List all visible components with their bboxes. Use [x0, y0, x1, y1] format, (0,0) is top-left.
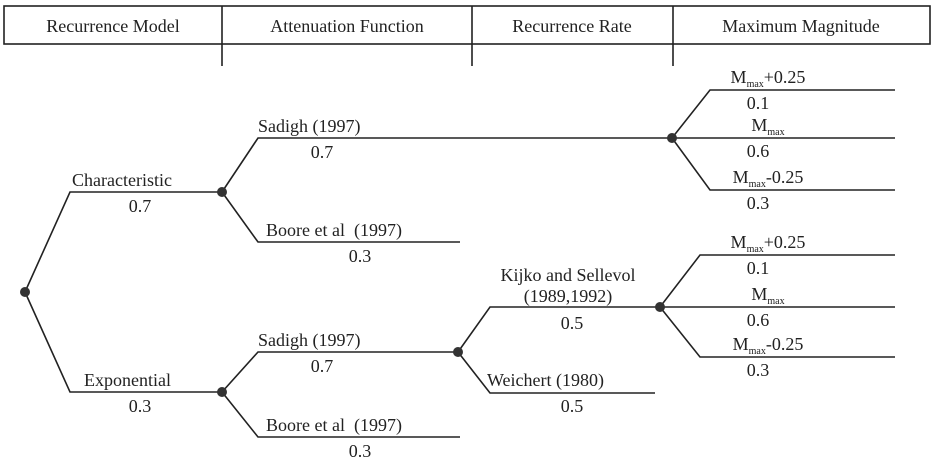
branch — [221, 191, 460, 243]
branch-label: Sadigh (1997) — [258, 116, 361, 137]
nodes — [20, 133, 677, 397]
magnitude-suffix: +0.25 — [764, 232, 806, 252]
branch-weight: 0.1 — [747, 258, 770, 278]
branch — [221, 351, 458, 393]
node — [667, 133, 677, 143]
magnitude-label: Mmax+0.25 — [731, 67, 806, 90]
branch-weight: 0.1 — [747, 93, 770, 113]
node — [217, 187, 227, 197]
branch — [671, 89, 895, 139]
branch-label: Kijko and Sellevol — [501, 265, 636, 285]
branch-label: (1989,1992) — [524, 286, 613, 307]
magnitude-label: Mmax-0.25 — [733, 334, 804, 357]
node — [217, 387, 227, 397]
branch-label: Characteristic — [72, 170, 172, 190]
branch-label: Boore et al (1997) — [266, 220, 402, 241]
branch-weight: 0.7 — [311, 142, 334, 162]
branch — [221, 391, 460, 438]
magnitude-labels: Mmax+0.250.1Mmax0.6Mmax-0.250.3Mmax+0.25… — [731, 67, 806, 380]
node — [20, 287, 30, 297]
magnitude-subscript: max — [747, 79, 764, 90]
magnitude-subscript: max — [749, 346, 766, 357]
branch-weight: 0.3 — [349, 441, 372, 461]
header-cell: Attenuation Function — [270, 16, 423, 36]
magnitude-symbol: M — [733, 334, 749, 354]
branch — [659, 306, 895, 358]
branch-label: Sadigh (1997) — [258, 330, 361, 351]
magnitude-subscript: max — [767, 127, 784, 138]
magnitude-symbol: M — [733, 167, 749, 187]
branch-weight: 0.6 — [747, 141, 770, 161]
branch-weight: 0.5 — [561, 396, 584, 416]
branch-weight: 0.3 — [747, 193, 770, 213]
header-cell: Maximum Magnitude — [722, 16, 879, 36]
branch-weight: 0.5 — [561, 313, 584, 333]
magnitude-subscript: max — [747, 244, 764, 255]
branch-label: Weichert (1980) — [487, 370, 604, 391]
header: Recurrence Model Attenuation Function Re… — [3, 5, 931, 66]
magnitude-suffix: -0.25 — [766, 167, 804, 187]
magnitude-symbol: M — [751, 115, 767, 135]
node — [655, 302, 665, 312]
header-cell: Recurrence Model — [46, 16, 179, 36]
branch-label: Exponential — [84, 370, 171, 390]
branch-weight: 0.7 — [311, 356, 334, 376]
branch-label: Boore et al (1997) — [266, 415, 402, 436]
magnitude-label: Mmax — [751, 115, 784, 138]
header-cell: Recurrence Rate — [512, 16, 631, 36]
magnitude-symbol: M — [731, 67, 747, 87]
magnitude-suffix: -0.25 — [766, 334, 804, 354]
branch — [24, 191, 222, 293]
labels: Characteristic 0.7 Exponential 0.3 Sadig… — [72, 116, 635, 461]
magnitude-suffix: +0.25 — [764, 67, 806, 87]
magnitude-symbol: M — [731, 232, 747, 252]
branch — [671, 137, 895, 191]
node — [453, 347, 463, 357]
branches — [24, 89, 895, 438]
branch-weight: 0.3 — [349, 246, 372, 266]
branch-weight: 0.6 — [747, 310, 770, 330]
magnitude-symbol: M — [751, 284, 767, 304]
branch — [24, 291, 222, 393]
branch-weight: 0.3 — [747, 360, 770, 380]
magnitude-subscript: max — [767, 296, 784, 307]
magnitude-label: Mmax — [751, 284, 784, 307]
branch — [221, 137, 672, 193]
branch — [659, 254, 895, 308]
magnitude-subscript: max — [749, 179, 766, 190]
magnitude-label: Mmax-0.25 — [733, 167, 804, 190]
branch — [457, 351, 655, 394]
branch-weight: 0.3 — [129, 396, 152, 416]
header-box — [3, 5, 931, 45]
branch-weight: 0.7 — [129, 196, 152, 216]
branch — [457, 306, 660, 353]
magnitude-label: Mmax+0.25 — [731, 232, 806, 255]
